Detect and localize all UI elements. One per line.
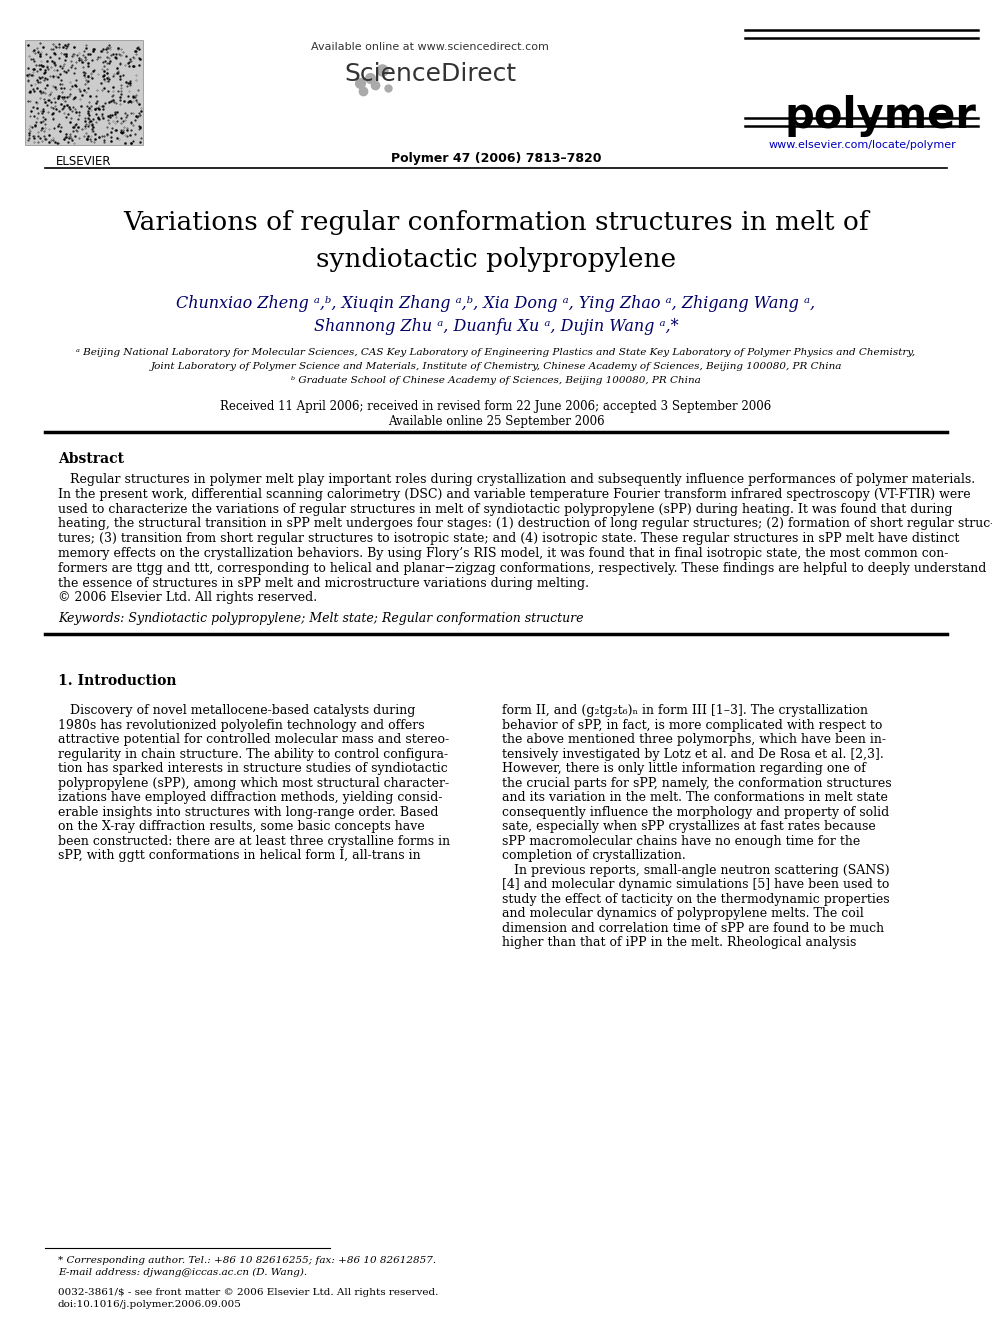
Text: izations have employed diffraction methods, yielding consid-: izations have employed diffraction metho… [58, 791, 442, 804]
Text: ScienceDirect: ScienceDirect [344, 62, 516, 86]
Text: dimension and correlation time of sPP are found to be much: dimension and correlation time of sPP ar… [502, 922, 884, 935]
Text: * Corresponding author. Tel.: +86 10 82616255; fax: +86 10 82612857.: * Corresponding author. Tel.: +86 10 826… [58, 1256, 436, 1265]
Text: and molecular dynamics of polypropylene melts. The coil: and molecular dynamics of polypropylene … [502, 908, 864, 921]
Text: Abstract: Abstract [58, 452, 124, 466]
Text: regularity in chain structure. The ability to control configura-: regularity in chain structure. The abili… [58, 747, 448, 761]
Text: Variations of regular conformation structures in melt of: Variations of regular conformation struc… [123, 210, 869, 235]
Text: Discovery of novel metallocene-based catalysts during: Discovery of novel metallocene-based cat… [58, 704, 416, 717]
Text: tensively investigated by Lotz et al. and De Rosa et al. [2,3].: tensively investigated by Lotz et al. an… [502, 747, 884, 761]
Text: erable insights into structures with long-range order. Based: erable insights into structures with lon… [58, 806, 438, 819]
Text: sPP macromolecular chains have no enough time for the: sPP macromolecular chains have no enough… [502, 835, 860, 848]
Text: completion of crystallization.: completion of crystallization. [502, 849, 685, 863]
Text: polypropylene (sPP), among which most structural character-: polypropylene (sPP), among which most st… [58, 777, 449, 790]
FancyBboxPatch shape [25, 40, 143, 146]
Text: © 2006 Elsevier Ltd. All rights reserved.: © 2006 Elsevier Ltd. All rights reserved… [58, 591, 317, 605]
Text: Joint Laboratory of Polymer Science and Materials, Institute of Chemistry, Chine: Joint Laboratory of Polymer Science and … [151, 363, 841, 370]
Text: and its variation in the melt. The conformations in melt state: and its variation in the melt. The confo… [502, 791, 888, 804]
Text: attractive potential for controlled molecular mass and stereo-: attractive potential for controlled mole… [58, 733, 449, 746]
Text: been constructed: there are at least three crystalline forms in: been constructed: there are at least thr… [58, 835, 450, 848]
Text: Available online 25 September 2006: Available online 25 September 2006 [388, 415, 604, 429]
Text: Regular structures in polymer melt play important roles during crystallization a: Regular structures in polymer melt play … [58, 474, 975, 486]
Text: ᵇ Graduate School of Chinese Academy of Sciences, Beijing 100080, PR China: ᵇ Graduate School of Chinese Academy of … [291, 376, 701, 385]
Text: Keywords: Syndiotactic polypropylene; Melt state; Regular conformation structure: Keywords: Syndiotactic polypropylene; Me… [58, 613, 583, 626]
Text: syndiotactic polypropylene: syndiotactic polypropylene [315, 247, 677, 273]
Text: Polymer 47 (2006) 7813–7820: Polymer 47 (2006) 7813–7820 [391, 152, 601, 165]
Text: the crucial parts for sPP, namely, the conformation structures: the crucial parts for sPP, namely, the c… [502, 777, 892, 790]
Text: behavior of sPP, in fact, is more complicated with respect to: behavior of sPP, in fact, is more compli… [502, 718, 882, 732]
Text: E-mail address: djwang@iccas.ac.cn (D. Wang).: E-mail address: djwang@iccas.ac.cn (D. W… [58, 1267, 308, 1277]
Text: Received 11 April 2006; received in revised form 22 June 2006; accepted 3 Septem: Received 11 April 2006; received in revi… [220, 400, 772, 413]
Text: ELSEVIER: ELSEVIER [57, 155, 112, 168]
Text: higher than that of iPP in the melt. Rheological analysis: higher than that of iPP in the melt. Rhe… [502, 937, 856, 949]
Text: Available online at www.sciencedirect.com: Available online at www.sciencedirect.co… [311, 42, 549, 52]
Text: 1. Introduction: 1. Introduction [58, 675, 177, 688]
Text: used to characterize the variations of regular structures in melt of syndiotacti: used to characterize the variations of r… [58, 503, 952, 516]
Text: However, there is only little information regarding one of: However, there is only little informatio… [502, 762, 866, 775]
Text: ᵃ Beijing National Laboratory for Molecular Sciences, CAS Key Laboratory of Engi: ᵃ Beijing National Laboratory for Molecu… [76, 348, 916, 357]
Text: 1980s has revolutionized polyolefin technology and offers: 1980s has revolutionized polyolefin tech… [58, 718, 425, 732]
Text: doi:10.1016/j.polymer.2006.09.005: doi:10.1016/j.polymer.2006.09.005 [58, 1301, 242, 1308]
Text: [4] and molecular dynamic simulations [5] have been used to: [4] and molecular dynamic simulations [5… [502, 878, 890, 892]
Text: polymer: polymer [784, 95, 976, 138]
Text: on the X-ray diffraction results, some basic concepts have: on the X-ray diffraction results, some b… [58, 820, 425, 833]
Text: study the effect of tacticity on the thermodynamic properties: study the effect of tacticity on the the… [502, 893, 890, 906]
Text: Shannong Zhu ᵃ, Duanfu Xu ᵃ, Dujin Wang ᵃ,*: Shannong Zhu ᵃ, Duanfu Xu ᵃ, Dujin Wang … [313, 318, 679, 335]
Text: consequently influence the morphology and property of solid: consequently influence the morphology an… [502, 806, 889, 819]
Text: memory effects on the crystallization behaviors. By using Flory’s RIS model, it : memory effects on the crystallization be… [58, 546, 948, 560]
Text: heating, the structural transition in sPP melt undergoes four stages: (1) destru: heating, the structural transition in sP… [58, 517, 992, 531]
Text: tion has sparked interests in structure studies of syndiotactic: tion has sparked interests in structure … [58, 762, 447, 775]
Text: www.elsevier.com/locate/polymer: www.elsevier.com/locate/polymer [768, 140, 956, 149]
Text: the above mentioned three polymorphs, which have been in-: the above mentioned three polymorphs, wh… [502, 733, 886, 746]
Text: form II, and (g₂tg₂t₆)ₙ in form III [1–3]. The crystallization: form II, and (g₂tg₂t₆)ₙ in form III [1–3… [502, 704, 868, 717]
Text: sate, especially when sPP crystallizes at fast rates because: sate, especially when sPP crystallizes a… [502, 820, 876, 833]
Text: In the present work, differential scanning calorimetry (DSC) and variable temper: In the present work, differential scanni… [58, 488, 970, 501]
Text: the essence of structures in sPP melt and microstructure variations during melti: the essence of structures in sPP melt an… [58, 577, 589, 590]
Text: formers are ttgg and ttt, corresponding to helical and planar−zigzag conformatio: formers are ttgg and ttt, corresponding … [58, 562, 986, 574]
Text: Chunxiao Zheng ᵃ,ᵇ, Xiuqin Zhang ᵃ,ᵇ, Xia Dong ᵃ, Ying Zhao ᵃ, Zhigang Wang ᵃ,: Chunxiao Zheng ᵃ,ᵇ, Xiuqin Zhang ᵃ,ᵇ, Xi… [177, 295, 815, 312]
Text: In previous reports, small-angle neutron scattering (SANS): In previous reports, small-angle neutron… [502, 864, 890, 877]
Text: sPP, with ggtt conformations in helical form I, all-trans in: sPP, with ggtt conformations in helical … [58, 849, 421, 863]
Text: tures; (3) transition from short regular structures to isotropic state; and (4) : tures; (3) transition from short regular… [58, 532, 959, 545]
Text: 0032-3861/$ - see front matter © 2006 Elsevier Ltd. All rights reserved.: 0032-3861/$ - see front matter © 2006 El… [58, 1289, 438, 1297]
